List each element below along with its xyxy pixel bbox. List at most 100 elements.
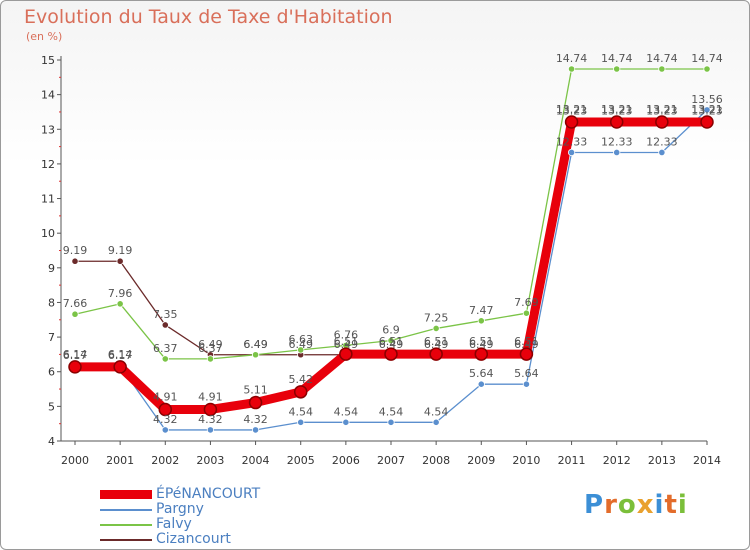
chart-title: Evolution du Taux de Taxe d'Habitation	[24, 6, 393, 28]
data-label: 6.76	[334, 328, 359, 341]
data-point	[613, 148, 621, 157]
x-tick-label: 2010	[512, 454, 540, 467]
x-tick-label: 2001	[106, 454, 134, 467]
data-point	[248, 395, 263, 410]
chart-subtitle: (en %)	[26, 30, 63, 43]
data-label: 9.19	[108, 244, 133, 257]
y-tick-label: 11	[41, 193, 55, 206]
data-label: 6.37	[153, 342, 178, 355]
data-label: 4.32	[198, 413, 223, 426]
data-label: 7.96	[108, 287, 133, 300]
data-point	[564, 115, 579, 129]
y-tick-label: 7	[48, 331, 55, 344]
x-tick-label: 2014	[693, 454, 721, 467]
y-tick-label: 8	[48, 296, 55, 309]
x-tick-label: 2003	[196, 454, 224, 467]
data-point	[567, 148, 576, 157]
y-tick-label: 4	[48, 435, 55, 448]
x-tick-label: 2000	[61, 454, 89, 467]
data-label: 13.21	[556, 103, 588, 116]
data-label: 6.49	[243, 338, 268, 351]
data-label: 6.14	[108, 348, 133, 361]
data-label: 13.23	[691, 104, 723, 117]
legend-item: Pargny	[100, 502, 260, 517]
x-tick-label: 2013	[648, 454, 676, 467]
data-label: 14.74	[601, 52, 633, 65]
data-point	[206, 426, 215, 434]
data-label: 6.14	[63, 348, 88, 361]
data-label: 6.49	[288, 338, 313, 351]
data-label: 6.49	[198, 338, 223, 351]
data-label: 6.63	[288, 333, 313, 346]
data-labels: 9.19 9.19 7.35 6.49 6.49 6.49 6.49 6.49 6.49 6.49…	[63, 52, 723, 426]
data-label: 13.21	[646, 103, 678, 116]
data-point	[658, 65, 666, 73]
legend-label: ÉPéNANCOURT	[156, 486, 261, 502]
logo-letter: t	[664, 490, 678, 520]
data-label: 6.17	[63, 349, 88, 362]
y-tick-label: 6	[48, 366, 55, 379]
data-label: 5.64	[469, 367, 494, 380]
legend-swatch	[100, 538, 152, 541]
data-label: 5.11	[243, 384, 268, 397]
series-line	[75, 117, 707, 414]
data-point	[567, 65, 576, 73]
data-label: 6.49	[379, 338, 404, 351]
data-point	[161, 426, 169, 434]
data-label: 4.54	[334, 405, 359, 418]
data-point	[206, 355, 215, 363]
data-label: 13.56	[691, 93, 723, 106]
chart-legend: ÉPéNANCOURT Pargny Falvy Cizancourt	[100, 487, 260, 547]
data-label: 4.54	[288, 405, 313, 418]
data-label: 6.49	[514, 338, 539, 351]
legend-item: Cizancourt	[100, 532, 260, 547]
data-label: 4.91	[153, 390, 178, 403]
data-label: 5.64	[514, 367, 539, 380]
legend-label: Cizancourt	[156, 531, 231, 547]
data-point	[658, 148, 666, 157]
data-label: 6.9	[382, 324, 400, 337]
data-label: 13.21	[691, 103, 723, 116]
data-point	[432, 324, 440, 333]
data-label: 12.33	[601, 135, 633, 148]
x-tick-label: 2008	[422, 454, 450, 467]
logo-letter: i	[677, 490, 688, 520]
data-label: 6.17	[108, 349, 133, 362]
data-point	[387, 418, 395, 426]
data-label: 13.23	[601, 104, 633, 117]
data-label: 6.49	[469, 338, 494, 351]
data-point	[203, 402, 218, 417]
legend-label: Falvy	[156, 516, 192, 532]
x-tick-label: 2011	[558, 454, 586, 467]
y-tick-label: 5	[48, 400, 55, 413]
x-tick-label: 2002	[151, 454, 179, 467]
data-label: 5.42	[288, 373, 313, 386]
logo-letter: i	[654, 490, 665, 520]
data-point	[297, 418, 305, 426]
data-label: 4.32	[153, 413, 178, 426]
data-point	[703, 106, 711, 114]
data-point	[609, 115, 624, 129]
data-label: 4.91	[198, 390, 223, 403]
data-point	[387, 336, 395, 345]
data-point	[474, 347, 489, 361]
data-label: 14.74	[646, 52, 678, 65]
data-point	[161, 355, 169, 363]
data-point	[251, 351, 260, 359]
legend-swatch	[100, 490, 152, 499]
x-tick-label: 2005	[287, 454, 315, 467]
data-point	[116, 300, 124, 308]
logo-letter: x	[636, 490, 655, 520]
legend-item: Falvy	[100, 517, 260, 532]
data-label: 9.19	[63, 244, 88, 257]
chart-axes: 4 5 6 7 8 9 10 11 12 13 14 15 2000 2001 2002 2003 2004 20…	[41, 54, 721, 467]
y-tick-label: 14	[41, 89, 55, 102]
data-label: 6.37	[198, 342, 223, 355]
legend-swatch	[100, 508, 152, 511]
data-point	[613, 65, 621, 73]
legend-label: Pargny	[156, 501, 204, 517]
data-point	[71, 257, 79, 265]
data-point	[522, 380, 531, 388]
series-points	[68, 65, 714, 434]
